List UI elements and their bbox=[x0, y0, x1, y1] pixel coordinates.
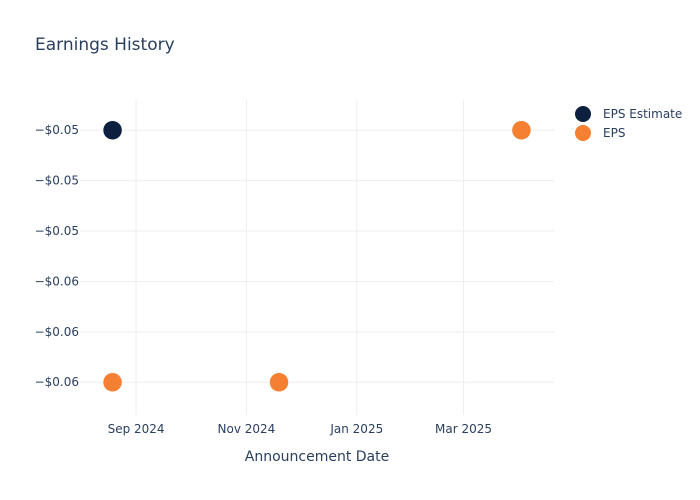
x-gridlines bbox=[135, 100, 465, 415]
x-tick-label: Mar 2025 bbox=[435, 422, 492, 436]
legend-label-eps-estimate: EPS Estimate bbox=[603, 107, 682, 121]
point-eps bbox=[511, 120, 532, 140]
data-points bbox=[102, 120, 532, 392]
point-eps bbox=[102, 372, 123, 392]
point-eps bbox=[269, 372, 289, 392]
legend-marker-eps-estimate bbox=[575, 106, 591, 122]
chart-title: Earnings History bbox=[35, 35, 175, 55]
legend-marker-eps bbox=[575, 125, 591, 141]
x-tick-labels: Sep 2024 Nov 2024 Jan 2025 Mar 2025 bbox=[108, 422, 492, 436]
y-tick-label: −$0.05 bbox=[35, 224, 79, 238]
x-tick-label: Nov 2024 bbox=[218, 422, 276, 436]
y-tick-label: −$0.06 bbox=[35, 325, 79, 339]
y-tick-label: −$0.05 bbox=[35, 123, 79, 137]
y-tick-label: −$0.06 bbox=[35, 375, 79, 389]
legend: EPS Estimate EPS bbox=[575, 106, 682, 141]
y-tick-label: −$0.05 bbox=[35, 174, 79, 188]
y-tick-labels: −$0.05 −$0.05 −$0.05 −$0.06 −$0.06 −$0.06 bbox=[35, 123, 79, 389]
y-tick-label: −$0.06 bbox=[35, 274, 79, 288]
y-gridlines bbox=[80, 129, 554, 383]
x-tick-label: Jan 2025 bbox=[329, 422, 383, 436]
x-axis-title: Announcement Date bbox=[245, 449, 389, 465]
point-eps-estimate bbox=[102, 120, 123, 140]
legend-label-eps: EPS bbox=[603, 126, 625, 140]
x-tick-label: Sep 2024 bbox=[108, 422, 165, 436]
